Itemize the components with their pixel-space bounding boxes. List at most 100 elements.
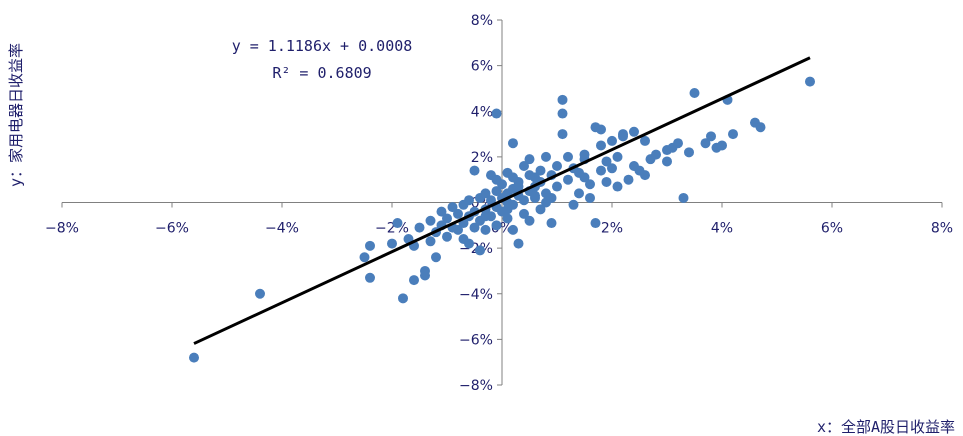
- data-point: [557, 129, 568, 140]
- data-point: [447, 202, 458, 213]
- data-point: [585, 179, 595, 190]
- data-point: [678, 192, 689, 203]
- x-tick-label: 8%: [931, 221, 953, 237]
- data-point: [502, 204, 513, 215]
- data-point: [442, 231, 452, 242]
- data-point: [469, 222, 480, 233]
- data-point: [546, 218, 557, 229]
- data-point: [420, 270, 430, 281]
- data-point: [491, 186, 502, 197]
- data-point: [513, 181, 524, 192]
- data-point: [431, 252, 441, 263]
- data-point: [486, 195, 496, 206]
- data-point: [689, 88, 700, 98]
- data-point: [557, 94, 568, 105]
- r-squared-label: R² = 0.6809: [272, 64, 371, 82]
- data-point: [651, 149, 661, 160]
- y-tick-label: −6%: [459, 332, 493, 348]
- regression-equation: y = 1.1186x + 0.0008: [232, 37, 413, 55]
- data-point: [612, 151, 623, 162]
- data-point: [442, 213, 452, 224]
- data-point: [425, 236, 436, 247]
- data-point: [398, 293, 408, 304]
- y-tick-label: −4%: [459, 287, 493, 303]
- data-point: [557, 108, 568, 119]
- data-point: [607, 163, 617, 174]
- data-point: [601, 156, 612, 167]
- x-tick-label: 4%: [711, 221, 733, 237]
- data-point: [684, 147, 694, 158]
- data-point: [601, 176, 612, 187]
- data-point: [436, 206, 447, 217]
- x-axis-title: x：全部A股日收益率: [817, 418, 955, 436]
- data-point: [607, 135, 617, 146]
- data-point: [579, 149, 590, 160]
- data-point: [623, 174, 634, 185]
- data-point: [524, 154, 535, 165]
- data-point: [519, 208, 529, 219]
- data-point: [673, 138, 683, 149]
- data-point: [629, 126, 639, 137]
- data-point: [717, 140, 727, 151]
- data-point: [189, 352, 199, 363]
- data-point: [590, 218, 601, 229]
- x-tick-label: 2%: [601, 221, 623, 237]
- data-point: [524, 170, 535, 181]
- data-point: [480, 211, 491, 222]
- data-point: [568, 199, 579, 210]
- data-point: [535, 204, 546, 215]
- x-tick-label: −8%: [45, 221, 79, 237]
- data-point: [365, 272, 375, 283]
- data-point: [469, 165, 480, 176]
- data-point: [491, 220, 502, 231]
- data-point: [618, 129, 628, 140]
- data-point: [755, 122, 766, 133]
- data-point: [530, 190, 540, 201]
- data-point: [491, 174, 502, 185]
- data-point: [425, 215, 436, 226]
- data-point: [706, 131, 716, 142]
- data-point: [612, 181, 623, 192]
- x-tick-label: −2%: [375, 221, 409, 237]
- data-point: [552, 161, 562, 171]
- data-point: [502, 213, 513, 224]
- y-tick-label: 6%: [471, 59, 493, 75]
- data-point: [596, 165, 606, 176]
- data-point: [535, 165, 546, 176]
- x-tick-label: −4%: [265, 221, 299, 237]
- data-point: [475, 245, 485, 256]
- data-point: [392, 218, 403, 229]
- x-tick-label: −6%: [155, 221, 189, 237]
- data-points: [189, 76, 815, 363]
- data-point: [805, 76, 815, 87]
- data-point: [480, 188, 491, 199]
- data-point: [662, 156, 672, 167]
- data-point: [552, 181, 562, 192]
- data-point: [728, 129, 738, 140]
- data-point: [365, 240, 375, 251]
- data-point: [508, 224, 518, 235]
- data-point: [464, 238, 474, 249]
- y-tick-label: 4%: [471, 104, 493, 120]
- data-point: [508, 138, 518, 149]
- data-point: [480, 224, 491, 235]
- y-axis-title: y：家用电器日收益率: [7, 43, 25, 187]
- data-point: [387, 238, 397, 249]
- data-point: [585, 192, 595, 203]
- data-point: [513, 238, 524, 249]
- data-point: [519, 195, 529, 206]
- data-point: [596, 140, 606, 151]
- data-point: [563, 174, 573, 185]
- data-point: [491, 108, 502, 119]
- data-point: [464, 195, 474, 206]
- data-point: [255, 288, 265, 299]
- data-point: [519, 161, 529, 171]
- data-point: [409, 275, 419, 286]
- data-point: [574, 188, 584, 199]
- data-point: [453, 224, 463, 235]
- data-point: [563, 151, 573, 162]
- data-point: [596, 124, 606, 135]
- data-point: [640, 135, 650, 146]
- y-tick-label: 8%: [471, 13, 493, 29]
